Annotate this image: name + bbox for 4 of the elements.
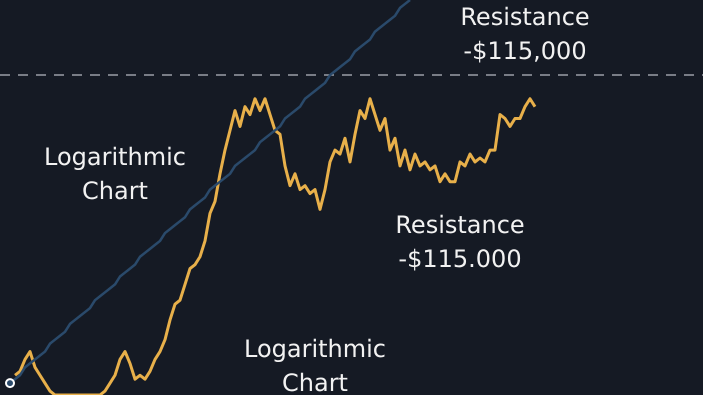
annotation: Logarithmic Chart	[243, 334, 387, 395]
annotation: Resistance -$115.000	[394, 210, 526, 275]
annotation: Resistance -$115,000	[459, 2, 591, 67]
annotation: Logarithmic Chart	[43, 142, 187, 207]
